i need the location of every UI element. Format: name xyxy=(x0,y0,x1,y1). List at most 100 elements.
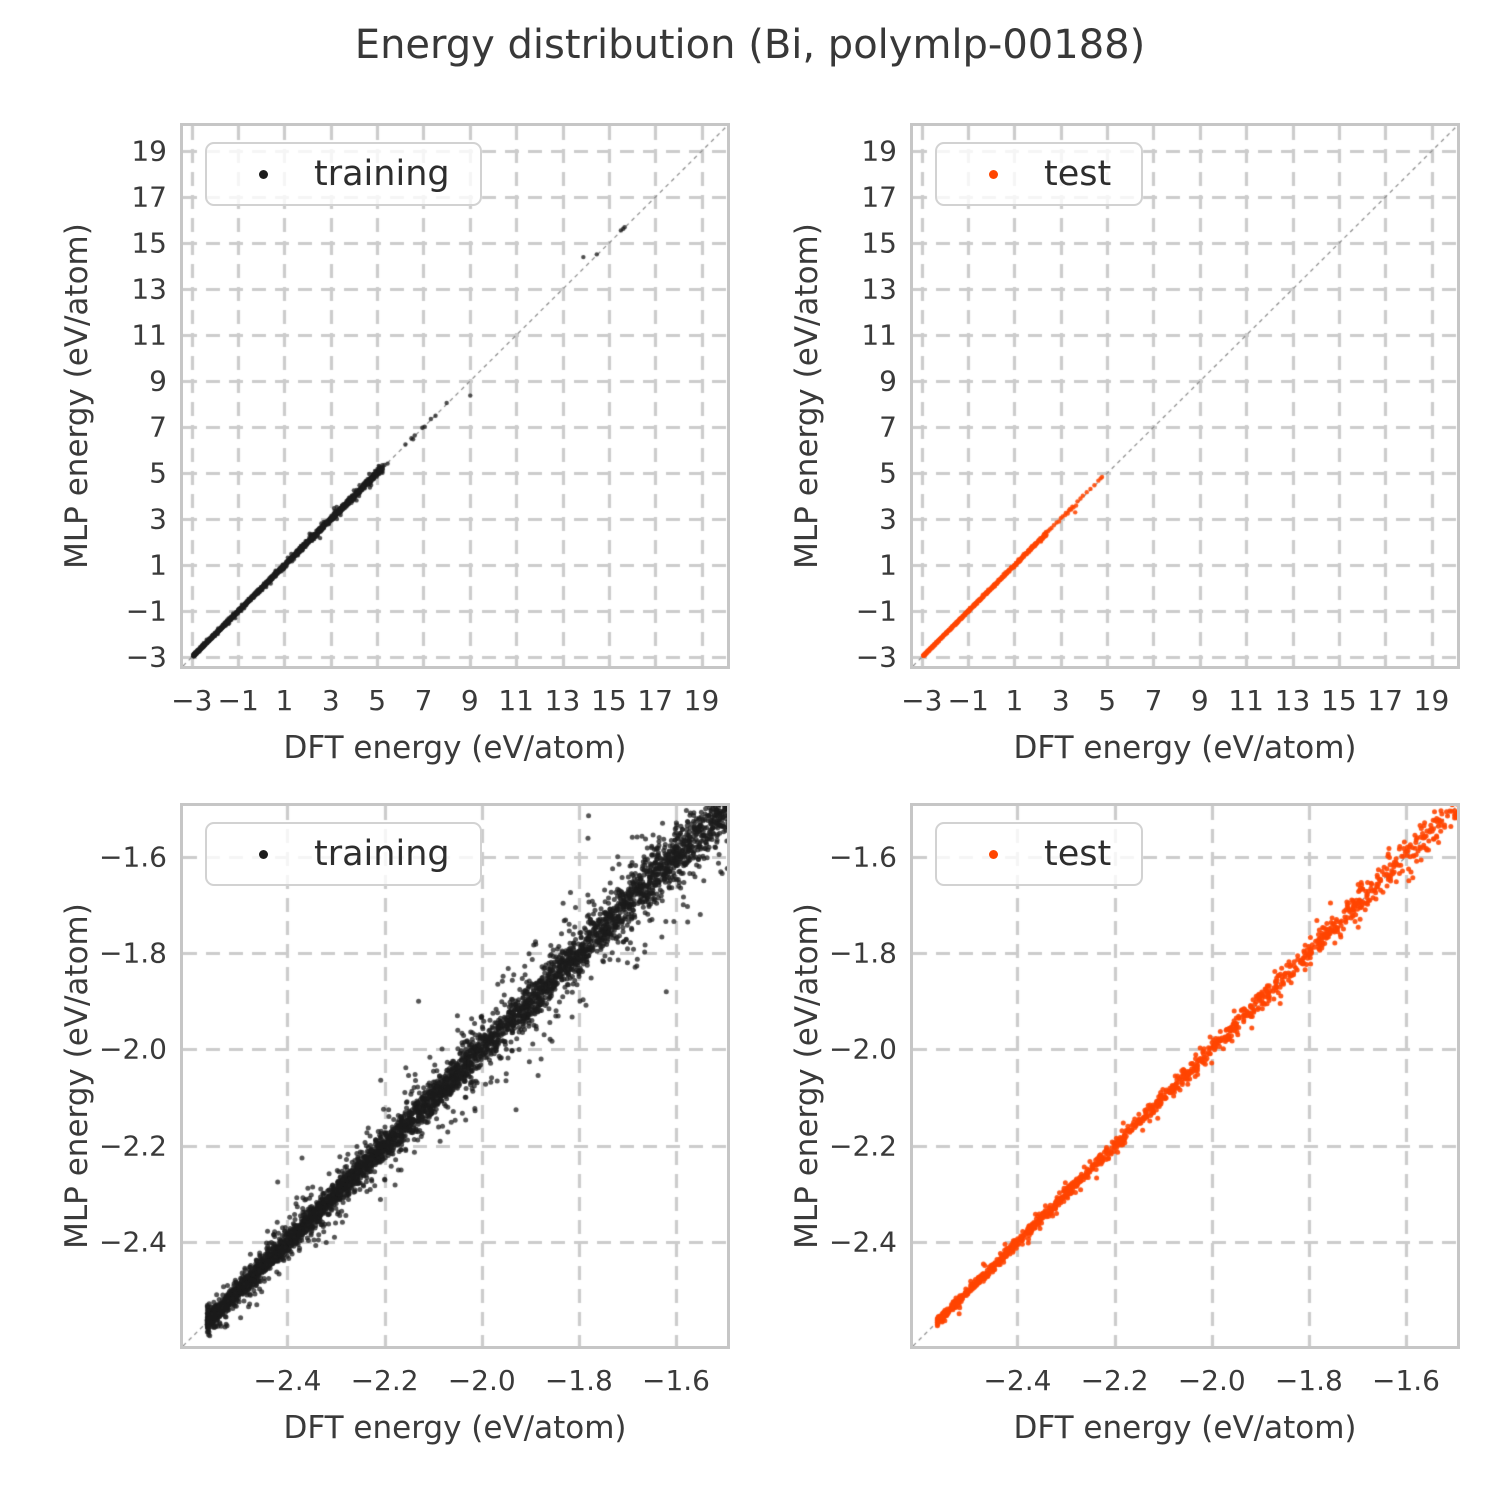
y-tick-label: −1.8 xyxy=(99,936,167,970)
y-tick-label: 1 xyxy=(149,548,167,582)
legend: test xyxy=(935,142,1144,206)
y-tick-label: 17 xyxy=(131,180,167,214)
x-tick-label: −2.2 xyxy=(1080,1364,1149,1397)
subplot-training-zoom: training MLP energy (eV/atom) DFT energy… xyxy=(59,803,730,1446)
y-axis-label: MLP energy (eV/atom) xyxy=(59,903,95,1249)
x-tick-label: 3 xyxy=(321,684,340,717)
legend-marker-icon xyxy=(259,169,268,179)
x-tick-label: −3 xyxy=(171,684,213,717)
y-tick-label: −3 xyxy=(855,640,897,674)
y-tick-label: 3 xyxy=(879,502,897,536)
x-tick-label: 15 xyxy=(591,684,627,717)
x-tick-label: −1 xyxy=(217,684,259,717)
y-tick-label: 9 xyxy=(149,364,167,398)
x-tick-label: 15 xyxy=(1321,684,1357,717)
legend-label: test xyxy=(1044,834,1112,874)
x-tick-label: −2.4 xyxy=(253,1364,322,1397)
x-axis-label: DFT energy (eV/atom) xyxy=(283,730,627,766)
y-tick-label: −1.8 xyxy=(829,936,897,970)
legend-marker-icon xyxy=(989,849,998,859)
y-tick-label: 15 xyxy=(131,226,167,260)
y-axis-label: MLP energy (eV/atom) xyxy=(789,223,825,569)
scatter-canvas xyxy=(913,126,1457,666)
y-tick-label: 17 xyxy=(861,180,897,214)
y-tick-label: 11 xyxy=(131,318,167,352)
subplot-test-full: test MLP energy (eV/atom) DFT energy (eV… xyxy=(789,123,1460,766)
y-tick-label: 15 xyxy=(861,226,897,260)
x-axis-label: DFT energy (eV/atom) xyxy=(1013,1410,1357,1446)
y-tick-label: 7 xyxy=(879,410,897,444)
x-tick-label: 11 xyxy=(498,684,534,717)
x-tick-label: 13 xyxy=(1274,684,1311,717)
y-tick-label: −2.4 xyxy=(99,1225,167,1259)
y-tick-label: −1.6 xyxy=(829,840,897,874)
legend: training xyxy=(205,822,482,886)
legend-label: training xyxy=(314,834,450,874)
y-tick-label: −1 xyxy=(125,594,167,628)
y-tick-label: 1 xyxy=(879,548,897,582)
x-tick-label: 5 xyxy=(1098,684,1117,717)
x-tick-label: −2.2 xyxy=(350,1364,419,1397)
x-tick-label: 9 xyxy=(1190,684,1209,717)
y-tick-label: 9 xyxy=(879,364,897,398)
x-tick-label: 13 xyxy=(544,684,581,717)
x-tick-label: −1.6 xyxy=(642,1364,710,1397)
legend: training xyxy=(205,142,482,206)
x-tick-label: −1.8 xyxy=(1274,1364,1343,1397)
x-tick-label: 7 xyxy=(414,684,433,717)
x-tick-label: −2.4 xyxy=(983,1364,1052,1397)
y-tick-label: 19 xyxy=(861,134,897,168)
y-tick-label: −2.0 xyxy=(829,1032,897,1066)
x-tick-label: −1.8 xyxy=(544,1364,613,1397)
y-tick-label: 13 xyxy=(131,272,167,306)
legend-label: test xyxy=(1044,154,1112,194)
x-tick-label: −1.6 xyxy=(1372,1364,1440,1397)
y-tick-label: 3 xyxy=(149,502,167,536)
y-tick-label: 5 xyxy=(149,456,167,490)
y-tick-label: 5 xyxy=(879,456,897,490)
x-tick-label: −3 xyxy=(901,684,943,717)
legend-label: training xyxy=(314,154,450,194)
y-tick-label: 7 xyxy=(149,410,167,444)
x-tick-label: 7 xyxy=(1144,684,1163,717)
subplot-training-full: training MLP energy (eV/atom) DFT energy… xyxy=(59,123,730,766)
x-tick-label: 3 xyxy=(1051,684,1070,717)
y-tick-label: 19 xyxy=(131,134,167,168)
x-axis-label: DFT energy (eV/atom) xyxy=(283,1410,627,1446)
x-tick-label: 17 xyxy=(637,684,673,717)
plot-area: test xyxy=(910,123,1460,669)
y-axis-label: MLP energy (eV/atom) xyxy=(59,223,95,569)
plot-area: training xyxy=(180,803,730,1349)
y-tick-label: −1 xyxy=(855,594,897,628)
y-tick-label: −2.2 xyxy=(99,1129,167,1163)
x-tick-label: 1 xyxy=(1005,684,1024,717)
y-tick-label: 11 xyxy=(861,318,897,352)
x-tick-label: −1 xyxy=(947,684,989,717)
x-tick-label: 9 xyxy=(460,684,479,717)
x-tick-label: 11 xyxy=(1228,684,1264,717)
x-tick-label: 17 xyxy=(1367,684,1403,717)
x-tick-label: −2.0 xyxy=(1177,1364,1246,1397)
subplot-test-zoom: test MLP energy (eV/atom) DFT energy (eV… xyxy=(789,803,1460,1446)
scatter-canvas xyxy=(183,126,727,666)
x-tick-label: 1 xyxy=(275,684,294,717)
x-tick-label: 19 xyxy=(683,684,720,717)
x-tick-label: 5 xyxy=(368,684,387,717)
y-tick-label: 13 xyxy=(861,272,897,306)
scatter-canvas xyxy=(183,806,727,1346)
y-tick-label: −2.0 xyxy=(99,1032,167,1066)
y-tick-label: −2.2 xyxy=(829,1129,897,1163)
y-axis-label: MLP energy (eV/atom) xyxy=(789,903,825,1249)
legend-marker-icon xyxy=(259,849,268,859)
legend: test xyxy=(935,822,1144,886)
x-axis-label: DFT energy (eV/atom) xyxy=(1013,730,1357,766)
x-tick-label: 19 xyxy=(1413,684,1450,717)
plot-area: test xyxy=(910,803,1460,1349)
y-tick-label: −1.6 xyxy=(99,840,167,874)
figure-title: Energy distribution (Bi, polymlp-00188) xyxy=(354,22,1146,68)
y-tick-label: −3 xyxy=(125,640,167,674)
plot-area: training xyxy=(180,123,730,669)
legend-marker-icon xyxy=(989,169,998,179)
y-tick-label: −2.4 xyxy=(829,1225,897,1259)
x-tick-label: −2.0 xyxy=(447,1364,516,1397)
